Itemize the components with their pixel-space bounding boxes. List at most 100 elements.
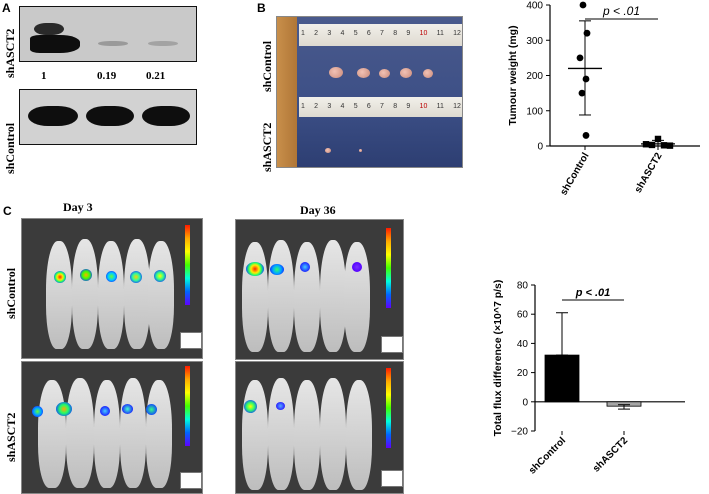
ivis-row-label-shASCT2: shASCT2 (4, 412, 18, 462)
y-tick-label: 100 (526, 106, 543, 117)
tumour-shasct2-1 (325, 148, 331, 153)
ruler-number: 6 (366, 103, 371, 110)
day-36-label: Day 36 (300, 203, 336, 217)
ruler-number: 11 (436, 103, 444, 110)
blot-band-1-upper (34, 23, 64, 35)
signal-spot (246, 262, 264, 276)
day-3-label: Day 3 (63, 200, 93, 214)
ivis-colorbar (185, 366, 190, 446)
y-tick-label: 60 (517, 310, 529, 321)
ruler-number: 4 (340, 103, 345, 110)
ruler-number: 10 (419, 30, 428, 37)
panel-a-letter: A (2, 1, 11, 15)
data-point (579, 1, 587, 9)
data-point (648, 141, 656, 149)
signal-spot (106, 271, 117, 282)
signal-spot (276, 402, 285, 410)
ivis-colorbar (386, 228, 391, 308)
ivis-colorbar (386, 368, 391, 448)
band-value-3: 0.21 (146, 70, 166, 82)
y-axis-label: Total flux difference (×10^7 p/s) (492, 280, 504, 437)
y-axis-label: Tumour weight (mg) (507, 25, 519, 125)
signal-spot (80, 269, 92, 281)
photo-row-label-shASCT2: shASCT2 (260, 122, 274, 172)
blot-row-label-shControl: shControl (3, 122, 17, 174)
significance-label: p < .01 (575, 287, 611, 299)
tumour-photo: 1 2 3 4 5 6 7 8 9 10 11 12 1 2 3 4 5 6 7… (276, 16, 463, 168)
signal-spot (352, 262, 362, 272)
ruler-number: 3 (327, 103, 332, 110)
ruler-number: 12 (453, 103, 461, 110)
data-point (583, 29, 591, 37)
tumour-shasct2-2 (359, 149, 362, 152)
ivis-legend (381, 336, 403, 353)
ruler-number: 11 (436, 30, 444, 37)
signal-spot (122, 404, 133, 414)
data-point (660, 142, 668, 149)
x-tick-label: shASCT2 (633, 151, 665, 195)
blot-bottom-shControl (19, 89, 197, 145)
signal-spot (100, 406, 110, 416)
ruler-number: 7 (380, 30, 384, 37)
data-point (578, 89, 586, 97)
ivis-day36-shasct2 (235, 361, 404, 494)
ruler-number: 8 (393, 103, 398, 110)
loading-band-3 (142, 106, 190, 126)
tumour-shcontrol-5 (423, 69, 433, 78)
ruler-number: 3 (327, 30, 332, 37)
ruler-number: 10 (419, 103, 428, 110)
x-tick-label: shControl (527, 435, 568, 476)
panel-c-letter: C (3, 204, 12, 218)
ivis-day3-shasct2 (21, 361, 203, 494)
x-tick-label: shControl (558, 151, 591, 195)
x-tick-label: shASCT2 (591, 435, 631, 475)
ruler-number: 2 (314, 30, 319, 37)
ruler-number: 7 (380, 103, 384, 110)
data-point (666, 142, 674, 149)
data-point (582, 132, 590, 139)
ivis-day36-shcontrol (235, 219, 404, 360)
ruler-number: 1 (301, 103, 305, 110)
ruler-number: 1 (301, 30, 305, 37)
y-tick-label: 200 (526, 71, 543, 82)
ruler-bottom (299, 97, 462, 117)
y-tick-label: 300 (526, 36, 543, 47)
blot-row-label-shASCT2: shASCT2 (3, 28, 17, 78)
blot-top-shASCT2 (19, 6, 197, 62)
photo-row-label-shControl: shControl (260, 40, 274, 92)
y-tick-label: 400 (526, 1, 543, 12)
ruler-number: 5 (353, 30, 358, 37)
signal-spot (32, 406, 43, 417)
band-value-1: 1 (41, 70, 47, 82)
ivis-legend (180, 472, 202, 489)
ruler-vertical-left (277, 17, 297, 167)
bar (544, 354, 580, 403)
signal-spot (130, 271, 142, 283)
ruler-number: 8 (393, 30, 398, 37)
signal-spot (54, 271, 66, 283)
data-point (582, 75, 590, 83)
panel-b-letter: B (257, 1, 266, 15)
data-point (642, 141, 650, 148)
signal-spot (270, 264, 284, 275)
blot-band-2 (98, 41, 128, 46)
tumour-shcontrol-1 (329, 67, 343, 78)
ivis-colorbar (185, 225, 190, 305)
ivis-row-label-shControl: shControl (4, 267, 18, 319)
significance-label: p < .01 (602, 4, 640, 18)
ruler-number: 5 (353, 103, 358, 110)
blot-band-3 (148, 41, 178, 46)
data-point (654, 135, 662, 143)
loading-band-2 (86, 106, 134, 126)
signal-spot (300, 262, 310, 272)
y-tick-label: −20 (511, 427, 528, 438)
loading-band-1 (28, 106, 78, 126)
ivis-legend (381, 470, 403, 487)
ruler-number: 9 (406, 30, 411, 37)
ruler-top-numbers: 1 2 3 4 5 6 7 8 9 10 11 12 (301, 30, 461, 37)
signal-spot (146, 404, 157, 415)
ruler-number: 9 (406, 103, 411, 110)
total-flux-chart: −20 0 20 40 60 80 Total flux difference (×10^7… (492, 280, 685, 477)
signal-spot (56, 402, 72, 416)
y-tick-label: 0 (537, 142, 543, 153)
